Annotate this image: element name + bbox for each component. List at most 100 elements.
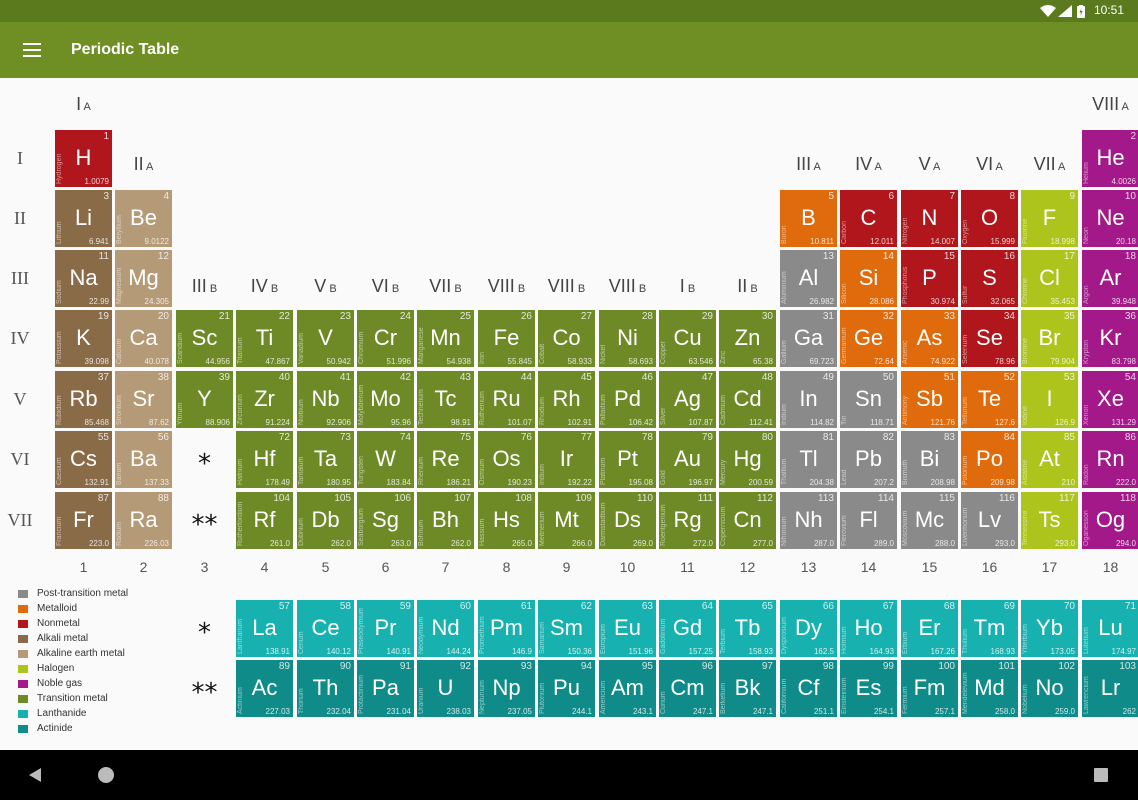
element-cell[interactable]: Thorium 90 Th 232.04 <box>297 660 354 717</box>
element-cell[interactable]: Chlorine 17 Cl 35.453 <box>1021 250 1078 307</box>
element-cell[interactable]: Bromine 35 Br 79.904 <box>1021 310 1078 367</box>
element-cell[interactable]: Astatine 85 At 210 <box>1021 431 1078 488</box>
element-cell[interactable]: Lanthanum 57 La 138.91 <box>236 600 293 657</box>
element-cell[interactable]: Meitnerium 109 Mt 266.0 <box>538 492 595 549</box>
element-cell[interactable]: Plutonium 94 Pu 244.1 <box>538 660 595 717</box>
element-cell[interactable]: Uranium 92 U 238.03 <box>417 660 474 717</box>
element-cell[interactable]: Silver 47 Ag 107.87 <box>659 371 716 428</box>
element-cell[interactable]: Ruthenium 44 Ru 101.07 <box>478 371 535 428</box>
element-cell[interactable]: Mercury 80 Hg 200.59 <box>719 431 776 488</box>
element-cell[interactable]: Selenium 34 Se 78.96 <box>961 310 1018 367</box>
element-cell[interactable]: Lawrencium 103 Lr 262 <box>1082 660 1138 717</box>
element-cell[interactable]: Holmium 67 Ho 164.93 <box>840 600 897 657</box>
element-cell[interactable]: Cobalt 27 Co 58.933 <box>538 310 595 367</box>
element-cell[interactable]: Cadmium 48 Cd 112.41 <box>719 371 776 428</box>
element-cell[interactable]: Yttrium 39 Y 88.906 <box>176 371 233 428</box>
element-cell[interactable]: Manganese 25 Mn 54.938 <box>417 310 474 367</box>
element-cell[interactable]: Einsteinium 99 Es 254.1 <box>840 660 897 717</box>
element-cell[interactable]: Gallium 31 Ga 69.723 <box>780 310 837 367</box>
element-cell[interactable]: Krypton 36 Kr 83.798 <box>1082 310 1138 367</box>
element-cell[interactable]: Bohrium 107 Bh 262.0 <box>417 492 474 549</box>
element-cell[interactable]: Tungsten 74 W 183.84 <box>357 431 414 488</box>
element-cell[interactable]: Berkelium 97 Bk 247.1 <box>719 660 776 717</box>
element-cell[interactable]: Cerium 58 Ce 140.12 <box>297 600 354 657</box>
element-cell[interactable]: Curium 96 Cm 247.1 <box>659 660 716 717</box>
element-cell[interactable]: Thallium 81 Tl 204.38 <box>780 431 837 488</box>
element-cell[interactable]: Americium 95 Am 243.1 <box>599 660 656 717</box>
element-cell[interactable]: Oganesson 118 Og 294.0 <box>1082 492 1138 549</box>
element-cell[interactable]: Sulfur 16 S 32.065 <box>961 250 1018 307</box>
element-cell[interactable]: Fluorine 9 F 18.998 <box>1021 190 1078 247</box>
element-cell[interactable]: Iodine 53 I 126.9 <box>1021 371 1078 428</box>
element-cell[interactable]: Carbon 6 C 12.011 <box>840 190 897 247</box>
element-cell[interactable]: Californium 98 Cf 251.1 <box>780 660 837 717</box>
element-cell[interactable]: Copper 29 Cu 63.546 <box>659 310 716 367</box>
element-cell[interactable]: Boron 5 B 10.811 <box>780 190 837 247</box>
element-cell[interactable]: Francium 87 Fr 223.0 <box>55 492 112 549</box>
element-cell[interactable]: Aluminium 13 Al 26.982 <box>780 250 837 307</box>
element-cell[interactable]: Technetium 43 Tc 98.91 <box>417 371 474 428</box>
element-cell[interactable]: Radon 86 Rn 222.0 <box>1082 431 1138 488</box>
element-cell[interactable]: Neodymium 60 Nd 144.24 <box>417 600 474 657</box>
element-cell[interactable]: Neptunium 93 Np 237.05 <box>478 660 535 717</box>
element-cell[interactable]: Darmstadtium 110 Ds 269.0 <box>599 492 656 549</box>
element-cell[interactable]: Lutetium 71 Lu 174.97 <box>1082 600 1138 657</box>
element-cell[interactable]: Magnesium 12 Mg 24.305 <box>115 250 172 307</box>
element-cell[interactable]: Silicon 14 Si 28.086 <box>840 250 897 307</box>
element-cell[interactable]: Bismuth 83 Bi 208.98 <box>901 431 958 488</box>
element-cell[interactable]: Fermium 100 Fm 257.1 <box>901 660 958 717</box>
element-cell[interactable]: Beryllium 4 Be 9.0122 <box>115 190 172 247</box>
element-cell[interactable]: Chromium 24 Cr 51.996 <box>357 310 414 367</box>
element-cell[interactable]: Tellurium 52 Te 127.6 <box>961 371 1018 428</box>
element-cell[interactable]: Gold 79 Au 196.97 <box>659 431 716 488</box>
recents-icon[interactable] <box>1094 768 1108 782</box>
element-cell[interactable]: Arsenic 33 As 74.922 <box>901 310 958 367</box>
element-cell[interactable]: Phosphorus 15 P 30.974 <box>901 250 958 307</box>
element-cell[interactable]: Seaborgium 106 Sg 263.0 <box>357 492 414 549</box>
element-cell[interactable]: Vanadium 23 V 50.942 <box>297 310 354 367</box>
element-cell[interactable]: Nobelium 102 No 259.0 <box>1021 660 1078 717</box>
element-cell[interactable]: Copernicium 112 Cn 277.0 <box>719 492 776 549</box>
element-cell[interactable]: Livermorium 116 Lv 293.0 <box>961 492 1018 549</box>
element-cell[interactable]: Rhodium 45 Rh 102.91 <box>538 371 595 428</box>
element-cell[interactable]: Antimony 51 Sb 121.76 <box>901 371 958 428</box>
home-icon[interactable] <box>97 766 115 784</box>
element-cell[interactable]: Tennessine 117 Ts 293.0 <box>1021 492 1078 549</box>
element-cell[interactable]: Nickel 28 Ni 58.693 <box>599 310 656 367</box>
element-cell[interactable]: Ytterbium 70 Yb 173.05 <box>1021 600 1078 657</box>
element-cell[interactable]: Thulium 69 Tm 168.93 <box>961 600 1018 657</box>
element-cell[interactable]: Xenon 54 Xe 131.29 <box>1082 371 1138 428</box>
element-cell[interactable]: Scandium 21 Sc 44.956 <box>176 310 233 367</box>
element-cell[interactable]: Strontium 38 Sr 87.62 <box>115 371 172 428</box>
element-cell[interactable]: Hafnium 72 Hf 178.49 <box>236 431 293 488</box>
element-cell[interactable]: Nihonium 113 Nh 287.0 <box>780 492 837 549</box>
element-cell[interactable]: Lithium 3 Li 6.941 <box>55 190 112 247</box>
element-cell[interactable]: Moscovium 115 Mc 288.0 <box>901 492 958 549</box>
menu-button[interactable] <box>14 36 50 64</box>
element-cell[interactable]: Rubidium 37 Rb 85.468 <box>55 371 112 428</box>
element-cell[interactable]: Dysprosium 66 Dy 162.5 <box>780 600 837 657</box>
element-cell[interactable]: Osmium 76 Os 190.23 <box>478 431 535 488</box>
element-cell[interactable]: Gadolinium 64 Gd 157.25 <box>659 600 716 657</box>
element-cell[interactable]: Nitrogen 7 N 14.007 <box>901 190 958 247</box>
element-cell[interactable]: Roentgenium 111 Rg 272.0 <box>659 492 716 549</box>
back-icon[interactable] <box>27 767 43 783</box>
element-cell[interactable]: Palladium 46 Pd 106.42 <box>599 371 656 428</box>
element-cell[interactable]: Iridium 77 Ir 192.22 <box>538 431 595 488</box>
element-cell[interactable]: Indium 49 In 114.82 <box>780 371 837 428</box>
element-cell[interactable]: Praseodymium 59 Pr 140.91 <box>357 600 414 657</box>
element-cell[interactable]: Rhenium 75 Re 186.21 <box>417 431 474 488</box>
element-cell[interactable]: Terbium 65 Tb 158.93 <box>719 600 776 657</box>
element-cell[interactable]: Neon 10 Ne 20.18 <box>1082 190 1138 247</box>
element-cell[interactable]: Platinum 78 Pt 195.08 <box>599 431 656 488</box>
element-cell[interactable]: Oxygen 8 O 15.999 <box>961 190 1018 247</box>
element-cell[interactable]: Lead 82 Pb 207.2 <box>840 431 897 488</box>
element-cell[interactable]: Erbium 68 Er 167.26 <box>901 600 958 657</box>
element-cell[interactable]: Tin 50 Sn 118.71 <box>840 371 897 428</box>
element-cell[interactable]: Caesium 55 Cs 132.91 <box>55 431 112 488</box>
element-cell[interactable]: Potassium 19 K 39.098 <box>55 310 112 367</box>
element-cell[interactable]: Polonium 84 Po 209.98 <box>961 431 1018 488</box>
element-cell[interactable]: Zinc 30 Zn 65.38 <box>719 310 776 367</box>
element-cell[interactable]: Dubnium 105 Db 262.0 <box>297 492 354 549</box>
element-cell[interactable]: Flerovium 114 Fl 289.0 <box>840 492 897 549</box>
